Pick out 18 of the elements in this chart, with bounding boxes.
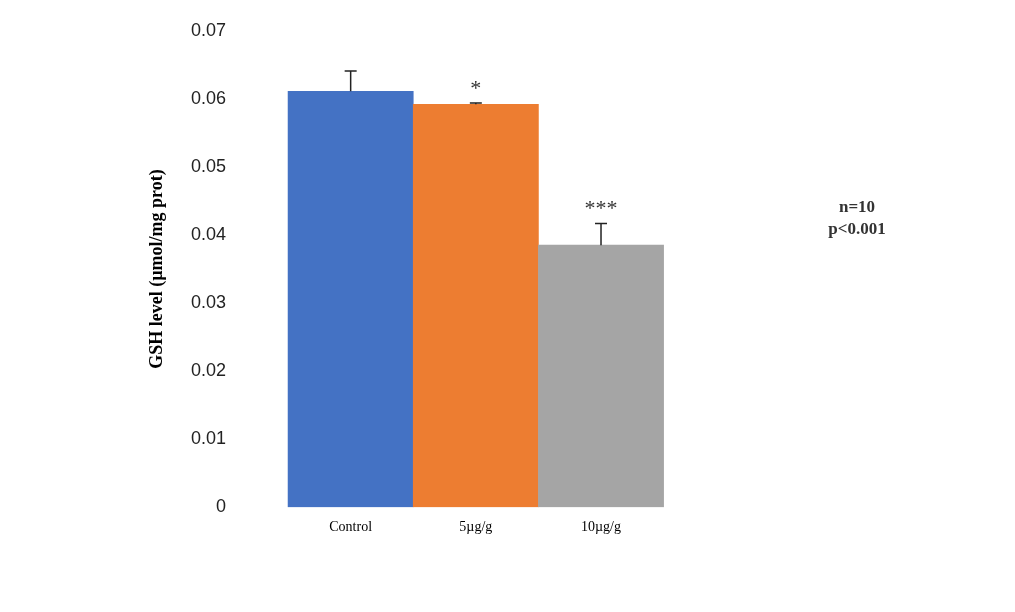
y-tick-label: 0.01 — [190, 428, 226, 449]
y-axis-title: GSH level (µmol/mg prot) — [146, 169, 168, 369]
x-tick-label: 10µg/g — [581, 519, 621, 535]
y-tick-label: 0.04 — [190, 223, 226, 244]
y-tick-label: 0.03 — [190, 292, 226, 312]
x-tick-label: Control — [329, 519, 373, 535]
y-tick-label: 0.06 — [190, 87, 226, 108]
y-tick-label: 0 — [215, 496, 226, 517]
bar — [287, 91, 414, 508]
annotation: *** — [584, 195, 618, 221]
y-tick-label: 0.05 — [190, 155, 226, 176]
annotation: * — [470, 74, 482, 100]
x-tick-label: 5µg/g — [459, 519, 493, 535]
text: n=10 p<0.001 — [828, 197, 886, 239]
y-tick-label: 0.02 — [190, 360, 226, 381]
bar — [538, 244, 664, 508]
y-tick-label: 0.07 — [190, 19, 226, 40]
bar — [412, 103, 539, 508]
